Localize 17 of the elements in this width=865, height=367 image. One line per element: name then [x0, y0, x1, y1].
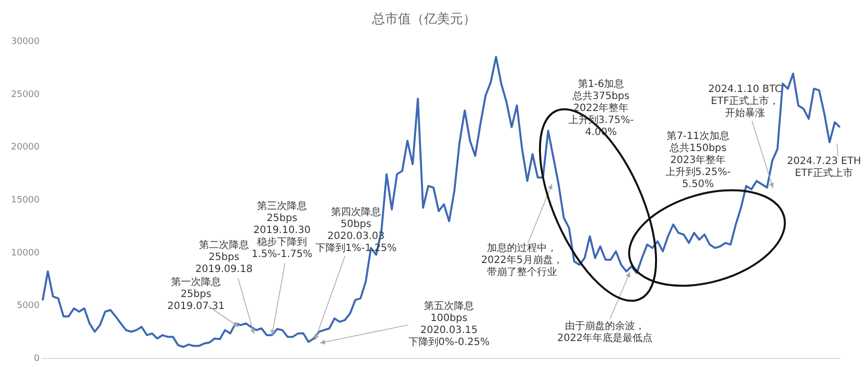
chart-title: 总市值（亿美元） [371, 11, 476, 28]
annotation: 第五次降息 100bps 2020.03.15 下降到0%-0.25% [408, 301, 490, 349]
y-tick-label: 5000 [16, 301, 40, 312]
y-tick-label: 15000 [10, 195, 40, 206]
y-tick-label: 30000 [10, 36, 40, 47]
annotation: 第三次降息 25bps 2019.10.30 稳步下降到 1.5%-1.75% [252, 201, 312, 261]
annotation: 第一次降息 25bps 2019.07.31 [167, 277, 225, 313]
annotation: 第二次降息 25bps 2019.09.18 [195, 240, 253, 276]
annotation: 由于崩盘的余波， 2022年年底是最低点 [557, 321, 653, 345]
y-tick-label: 25000 [10, 90, 40, 100]
y-tick-label: 10000 [10, 248, 40, 258]
annotation: 2024.7.23 ETH ETF正式上市 [786, 156, 862, 180]
annotation: 第7-11次加息总共150bps 2023年整年上升到5.25%- 5.50% [665, 131, 731, 191]
annotation: 加息的过程中， 2022年5月崩盘，带崩了整个行业 [481, 243, 563, 279]
y-tick-label: 20000 [10, 142, 40, 153]
y-tick-label: 0 [34, 354, 40, 364]
annotation: 2024.1.10 BTC ETF正式上市，开始暴涨 [708, 84, 782, 120]
